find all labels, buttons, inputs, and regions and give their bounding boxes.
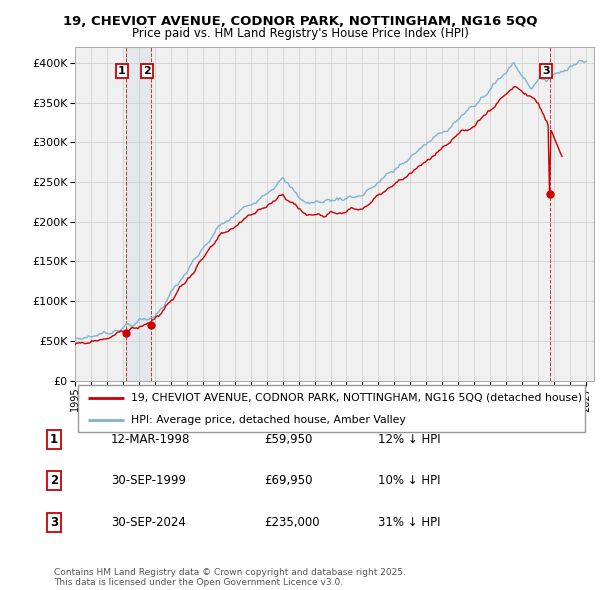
- Text: 19, CHEVIOT AVENUE, CODNOR PARK, NOTTINGHAM, NG16 5QQ: 19, CHEVIOT AVENUE, CODNOR PARK, NOTTING…: [63, 15, 537, 28]
- Text: 19, CHEVIOT AVENUE, CODNOR PARK, NOTTINGHAM, NG16 5QQ (detached house): 19, CHEVIOT AVENUE, CODNOR PARK, NOTTING…: [131, 393, 583, 403]
- Text: 30-SEP-1999: 30-SEP-1999: [111, 474, 186, 487]
- Text: 1: 1: [118, 66, 126, 76]
- Text: 1: 1: [50, 433, 58, 446]
- Text: 12% ↓ HPI: 12% ↓ HPI: [378, 433, 440, 446]
- Text: Price paid vs. HM Land Registry's House Price Index (HPI): Price paid vs. HM Land Registry's House …: [131, 27, 469, 40]
- Text: 10% ↓ HPI: 10% ↓ HPI: [378, 474, 440, 487]
- Text: 30-SEP-2024: 30-SEP-2024: [111, 516, 186, 529]
- Text: £59,950: £59,950: [264, 433, 313, 446]
- Text: 3: 3: [50, 516, 58, 529]
- Bar: [126, 47, 151, 381]
- Text: £235,000: £235,000: [264, 516, 320, 529]
- Text: Contains HM Land Registry data © Crown copyright and database right 2025.
This d: Contains HM Land Registry data © Crown c…: [54, 568, 406, 587]
- Text: 31% ↓ HPI: 31% ↓ HPI: [378, 516, 440, 529]
- Text: 3: 3: [542, 66, 550, 76]
- Text: 2: 2: [50, 474, 58, 487]
- Text: 2: 2: [143, 66, 151, 76]
- FancyBboxPatch shape: [78, 385, 585, 432]
- Text: HPI: Average price, detached house, Amber Valley: HPI: Average price, detached house, Ambe…: [131, 415, 406, 425]
- Text: 12-MAR-1998: 12-MAR-1998: [111, 433, 190, 446]
- Text: £69,950: £69,950: [264, 474, 313, 487]
